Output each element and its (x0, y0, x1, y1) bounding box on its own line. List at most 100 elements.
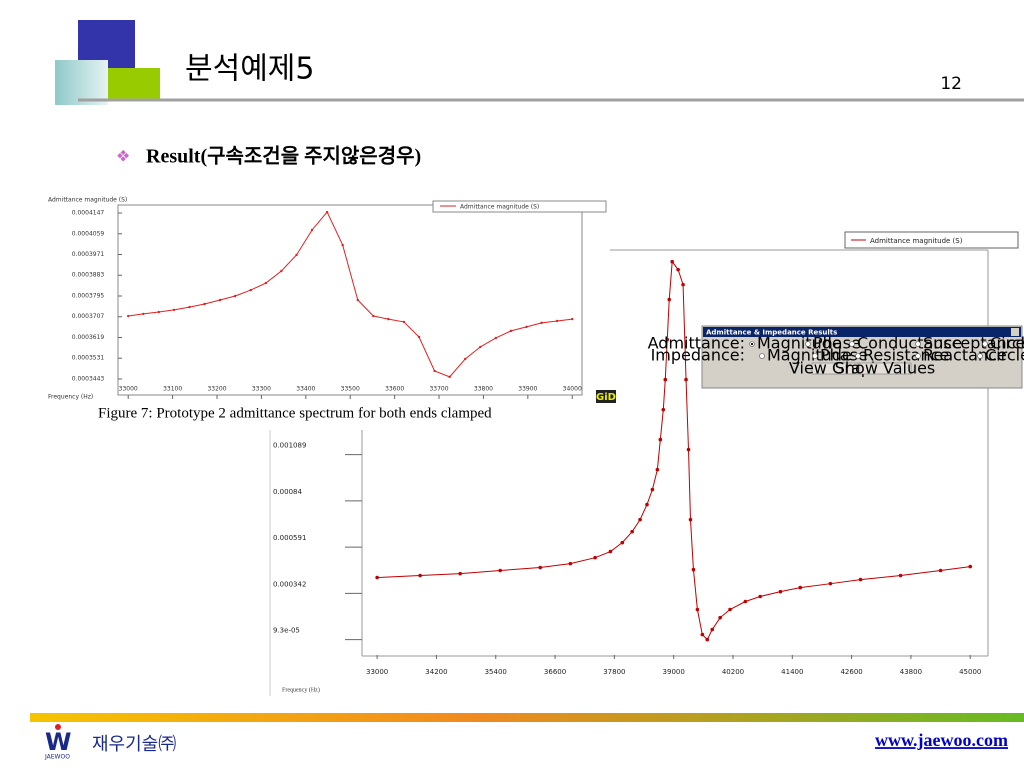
deco-square (55, 60, 108, 105)
x-tick-label: 33200 (207, 386, 226, 393)
x-tick-label: 33300 (252, 386, 271, 393)
radio-button[interactable] (915, 353, 921, 359)
y-tick-label: 0.00084 (273, 488, 302, 496)
data-point (655, 467, 660, 472)
radio-label: Circle (990, 334, 1024, 353)
radio-label: Phase (813, 334, 861, 353)
data-point (686, 447, 691, 452)
data-point (540, 321, 543, 325)
data-point (433, 369, 436, 373)
data-point (464, 357, 467, 361)
y-tick-label: 0.000342 (273, 580, 306, 588)
radio-button[interactable] (915, 341, 921, 347)
data-point (728, 607, 732, 612)
y-tick-label: 0.0003707 (72, 313, 105, 320)
x-tick-label: 33700 (429, 386, 448, 393)
button-label: View Graph (789, 359, 881, 378)
radio-label: Resistance (863, 346, 949, 365)
y-tick-label: 0.0003971 (72, 251, 105, 258)
radio-button[interactable] (812, 353, 818, 359)
data-point (417, 335, 421, 339)
data-point (172, 308, 176, 312)
radio-label: Conductance (857, 334, 962, 353)
data-point (688, 517, 693, 522)
data-point (798, 585, 803, 590)
y-tick-label: 0.0003795 (72, 292, 105, 299)
radio-button[interactable] (977, 353, 983, 359)
x-tick-label: 35400 (485, 668, 507, 676)
slide-title: 분석예제5 (185, 52, 315, 87)
data-point (479, 345, 482, 349)
data-point (705, 637, 710, 642)
x-tick-label: 41400 (781, 668, 803, 676)
radio-button[interactable] (849, 341, 855, 347)
x-tick-label: 34200 (425, 668, 447, 676)
data-point (663, 377, 668, 382)
data-point (458, 571, 462, 576)
footer-url[interactable]: www.jaewoo.com (875, 730, 1008, 750)
y-axis-label: Admittance magnitude (S) (48, 197, 127, 204)
close-button[interactable] (1011, 328, 1019, 336)
y-tick-label: 0.000591 (273, 534, 306, 542)
radio-label: Circle (985, 346, 1024, 365)
x-tick-label: 34000 (563, 386, 582, 393)
bullet-icon: ❖ (116, 147, 130, 166)
radio-button[interactable] (759, 353, 765, 359)
x-tick-label: 33500 (341, 386, 360, 393)
data-point (280, 269, 283, 273)
y-tick-label: 0.0004147 (72, 210, 105, 217)
radio-label: Magnitude (767, 346, 852, 365)
data-point (234, 294, 237, 298)
radio-dot (750, 342, 754, 346)
data-point (356, 298, 359, 302)
logo-box (596, 390, 616, 403)
radio-button[interactable] (855, 353, 861, 359)
data-point (218, 298, 222, 302)
x-tick-label: 33400 (296, 386, 315, 393)
x-tick-label: 33000 (119, 386, 138, 393)
data-point (593, 555, 597, 560)
dialog: Admittance & Impedance Results Admittanc… (648, 325, 1024, 389)
gid-logo: GiD (596, 392, 616, 403)
data-point (676, 267, 680, 272)
radio-label: Reactance (923, 346, 1007, 365)
data-point (684, 377, 688, 382)
x-tick-label: 37800 (603, 668, 625, 676)
radio-label: Phase (820, 346, 868, 365)
data-point (188, 305, 191, 309)
data-point (938, 568, 943, 573)
data-point (667, 297, 672, 302)
radio-label: Magnitude (757, 334, 842, 353)
x-tick-label: 33000 (366, 668, 388, 676)
y-tick-label: 9.3e-05 (273, 627, 300, 635)
data-point (387, 317, 390, 321)
data-point (620, 540, 625, 545)
button[interactable] (858, 362, 912, 375)
x-tick-label: 42600 (840, 668, 862, 676)
y-tick-label: 0.0003619 (72, 334, 105, 341)
radio-button[interactable] (982, 341, 988, 347)
footer-bar (30, 713, 1024, 722)
x-tick-label: 43800 (900, 668, 922, 676)
chart-frame (40, 193, 610, 430)
data-point (700, 632, 705, 637)
x-tick-label: 33600 (385, 386, 404, 393)
data-point (858, 577, 863, 582)
y-tick-label: 0.0004059 (72, 230, 105, 237)
footer-logo-text: JAEWOO (44, 754, 70, 761)
data-point (509, 329, 513, 333)
footer-logo: W (45, 728, 71, 756)
data-point (743, 599, 748, 604)
data-point (249, 288, 252, 292)
data-point (142, 312, 145, 316)
data-point (418, 573, 422, 578)
button[interactable] (811, 362, 859, 375)
data-point (325, 210, 329, 214)
radio-button[interactable] (805, 341, 811, 347)
data-point (402, 320, 406, 324)
data-point (571, 317, 574, 321)
data-point (645, 502, 649, 507)
data-point (448, 375, 451, 379)
